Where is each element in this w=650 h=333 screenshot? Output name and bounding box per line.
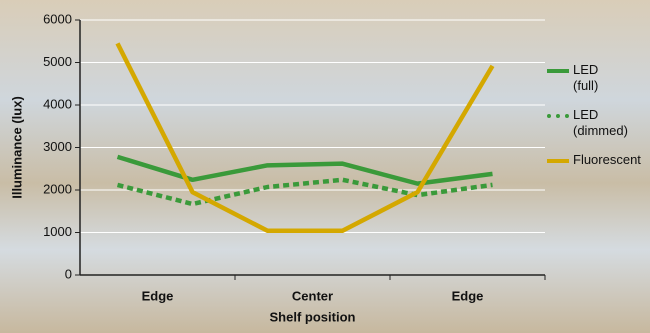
- legend-swatch: [547, 159, 569, 163]
- y-tick-label: 4000: [43, 96, 72, 111]
- series-line: [116, 177, 493, 207]
- x-group-label: Edge: [142, 288, 174, 303]
- x-group-label: Center: [292, 288, 333, 303]
- y-tick-label: 6000: [43, 11, 72, 26]
- legend-item: Fluorescent: [545, 152, 641, 168]
- y-tick-label: 0: [65, 266, 72, 281]
- y-tick-label: 5000: [43, 54, 72, 69]
- legend-item: LED (full): [545, 62, 623, 94]
- legend-label: Fluorescent: [573, 152, 641, 167]
- series-line: [115, 42, 495, 234]
- x-axis-title: Shelf position: [270, 309, 356, 324]
- y-tick-label: 1000: [43, 224, 72, 239]
- legend-item: LED (dimmed): [545, 107, 628, 139]
- legend-swatch: [547, 114, 569, 118]
- y-tick-label: 3000: [43, 139, 72, 154]
- legend: LED (full) LED (dimmed) Fluorescent: [545, 62, 650, 181]
- legend-label: LED (dimmed): [573, 107, 628, 138]
- y-axis-title: Illuminance (lux): [9, 96, 24, 199]
- series-line: [116, 154, 493, 186]
- legend-label: LED (full): [573, 62, 599, 93]
- legend-swatch: [547, 69, 569, 73]
- y-tick-label: 2000: [43, 181, 72, 196]
- x-group-label: Edge: [452, 288, 484, 303]
